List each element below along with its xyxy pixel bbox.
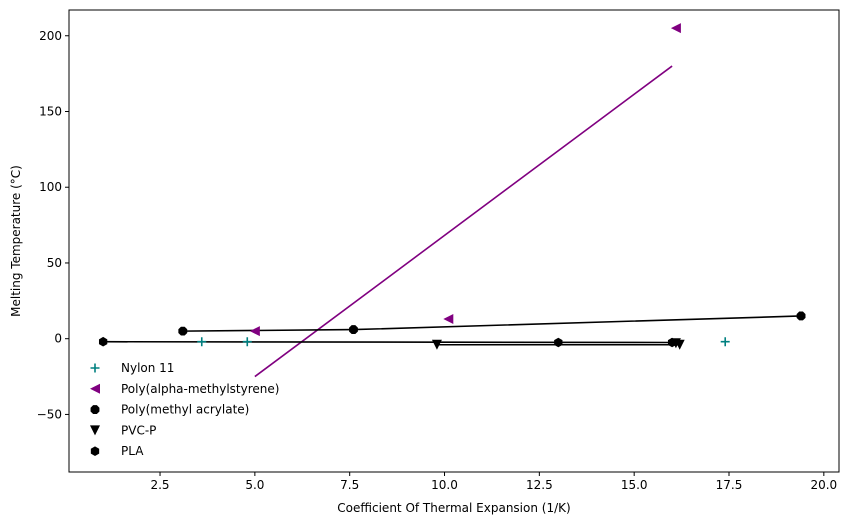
y-tick-label: 200 bbox=[39, 29, 62, 43]
data-point-0-2 bbox=[720, 337, 730, 347]
y-tick-label: −50 bbox=[37, 407, 62, 421]
x-tick-label: 12.5 bbox=[526, 478, 553, 492]
legend-marker-2 bbox=[90, 405, 100, 415]
y-tick-label: 100 bbox=[39, 180, 62, 194]
data-point-4-0 bbox=[98, 336, 108, 347]
fit-line-4 bbox=[103, 340, 673, 344]
x-tick-label: 15.0 bbox=[621, 478, 648, 492]
data-point-4-2 bbox=[667, 337, 677, 348]
data-point-1-0 bbox=[670, 23, 681, 34]
x-tick-label: 7.5 bbox=[340, 478, 359, 492]
legend-label: Poly(alpha-methylstyrene) bbox=[121, 382, 279, 396]
x-tick-label: 20.0 bbox=[810, 478, 837, 492]
legend-marker-1 bbox=[90, 383, 100, 394]
legend-label: Nylon 11 bbox=[121, 361, 174, 375]
x-axis-label: Coefficient Of Thermal Expansion (1/K) bbox=[337, 501, 570, 515]
data-point-4-1 bbox=[554, 337, 563, 348]
x-tick-label: 5.0 bbox=[245, 478, 264, 492]
legend: Nylon 11 Poly(alpha-methylstyrene) Poly(me… bbox=[90, 361, 279, 458]
x-tick-label: 10.0 bbox=[431, 478, 458, 492]
y-tick-label: 150 bbox=[39, 104, 62, 118]
x-tick-label: 17.5 bbox=[716, 478, 743, 492]
data-point-2-1 bbox=[349, 325, 358, 335]
data-point-2-0 bbox=[178, 326, 188, 336]
legend-marker-4 bbox=[90, 446, 100, 456]
fit-line-1 bbox=[254, 65, 673, 378]
legend-marker-3 bbox=[90, 425, 100, 436]
legend-marker-0 bbox=[90, 363, 100, 373]
data-point-0-1 bbox=[242, 337, 252, 347]
axes-frame bbox=[68, 9, 840, 473]
legend-label: PVC-P bbox=[121, 423, 156, 437]
legend-label: PLA bbox=[121, 444, 144, 458]
y-tick-label: 50 bbox=[47, 256, 62, 270]
x-tick-label: 2.5 bbox=[150, 478, 169, 492]
data-point-0-0 bbox=[197, 337, 207, 347]
data-point-2-2 bbox=[796, 311, 806, 321]
y-axis-label: Melting Temperature (°C) bbox=[9, 165, 23, 317]
legend-label: Poly(methyl acrylate) bbox=[121, 403, 249, 417]
data-point-1-2 bbox=[443, 314, 454, 325]
data-point-1-1 bbox=[249, 326, 260, 337]
data-point-3-0 bbox=[431, 339, 442, 350]
y-tick-label: 0 bbox=[54, 332, 62, 346]
